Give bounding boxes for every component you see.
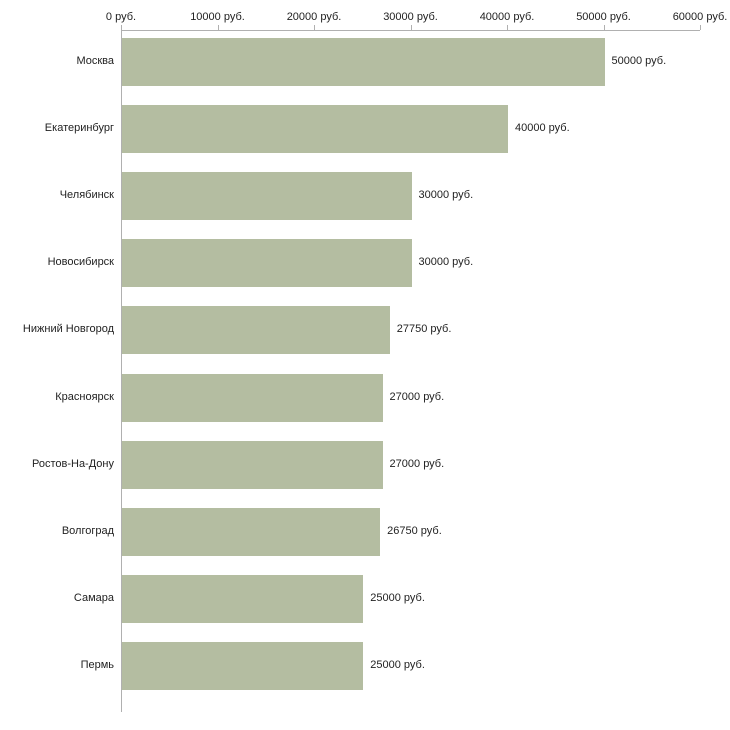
bar bbox=[122, 507, 381, 556]
x-axis-line bbox=[121, 30, 700, 31]
category-label: Волгоград bbox=[61, 524, 114, 537]
bar bbox=[122, 38, 605, 86]
x-tick-mark bbox=[603, 25, 605, 30]
bar bbox=[122, 105, 508, 154]
bar bbox=[122, 239, 412, 288]
bar bbox=[122, 641, 364, 690]
value-label: 26750 руб. bbox=[387, 524, 442, 537]
category-label: Красноярск bbox=[55, 390, 114, 403]
value-label: 30000 руб. bbox=[418, 256, 474, 269]
bar bbox=[122, 440, 383, 489]
category-label: Екатеринбург bbox=[44, 122, 114, 135]
x-tick-label: 40000 руб. bbox=[479, 11, 535, 23]
category-label: Самара bbox=[73, 591, 114, 604]
y-axis-line bbox=[121, 30, 122, 712]
value-label: 25000 руб. bbox=[370, 658, 425, 671]
x-tick-mark bbox=[217, 25, 219, 30]
value-label: 40000 руб. bbox=[515, 122, 570, 135]
category-label: Челябинск bbox=[59, 189, 114, 202]
category-label: Москва bbox=[76, 55, 114, 67]
bar bbox=[122, 306, 390, 355]
x-tick-mark bbox=[507, 25, 508, 30]
category-label: Пермь bbox=[80, 658, 114, 671]
bar bbox=[122, 373, 383, 422]
x-tick-mark bbox=[410, 25, 412, 30]
x-tick-label: 60000 руб. bbox=[672, 11, 728, 23]
value-label: 27000 руб. bbox=[389, 457, 445, 470]
value-label: 25000 руб. bbox=[370, 591, 425, 604]
x-tick-mark bbox=[700, 25, 701, 30]
x-tick-label: 20000 руб. bbox=[286, 11, 342, 23]
category-label: Новосибирск bbox=[47, 256, 114, 269]
x-tick-mark bbox=[314, 25, 315, 30]
bar bbox=[122, 574, 364, 623]
category-label: Ростов-На-Дону bbox=[31, 457, 114, 470]
bar bbox=[122, 172, 412, 221]
x-tick-mark bbox=[121, 25, 122, 30]
x-tick-label: 10000 руб. bbox=[190, 11, 245, 23]
x-tick-label: 0 руб. bbox=[105, 11, 137, 23]
x-tick-label: 50000 руб. bbox=[576, 11, 631, 23]
x-tick-label: 30000 руб. bbox=[383, 11, 438, 23]
value-label: 30000 руб. bbox=[418, 189, 474, 202]
category-label: Нижний Новгород bbox=[22, 323, 114, 336]
value-label: 50000 руб. bbox=[611, 55, 667, 67]
value-label: 27750 руб. bbox=[396, 323, 452, 336]
value-label: 27000 руб. bbox=[389, 390, 445, 403]
